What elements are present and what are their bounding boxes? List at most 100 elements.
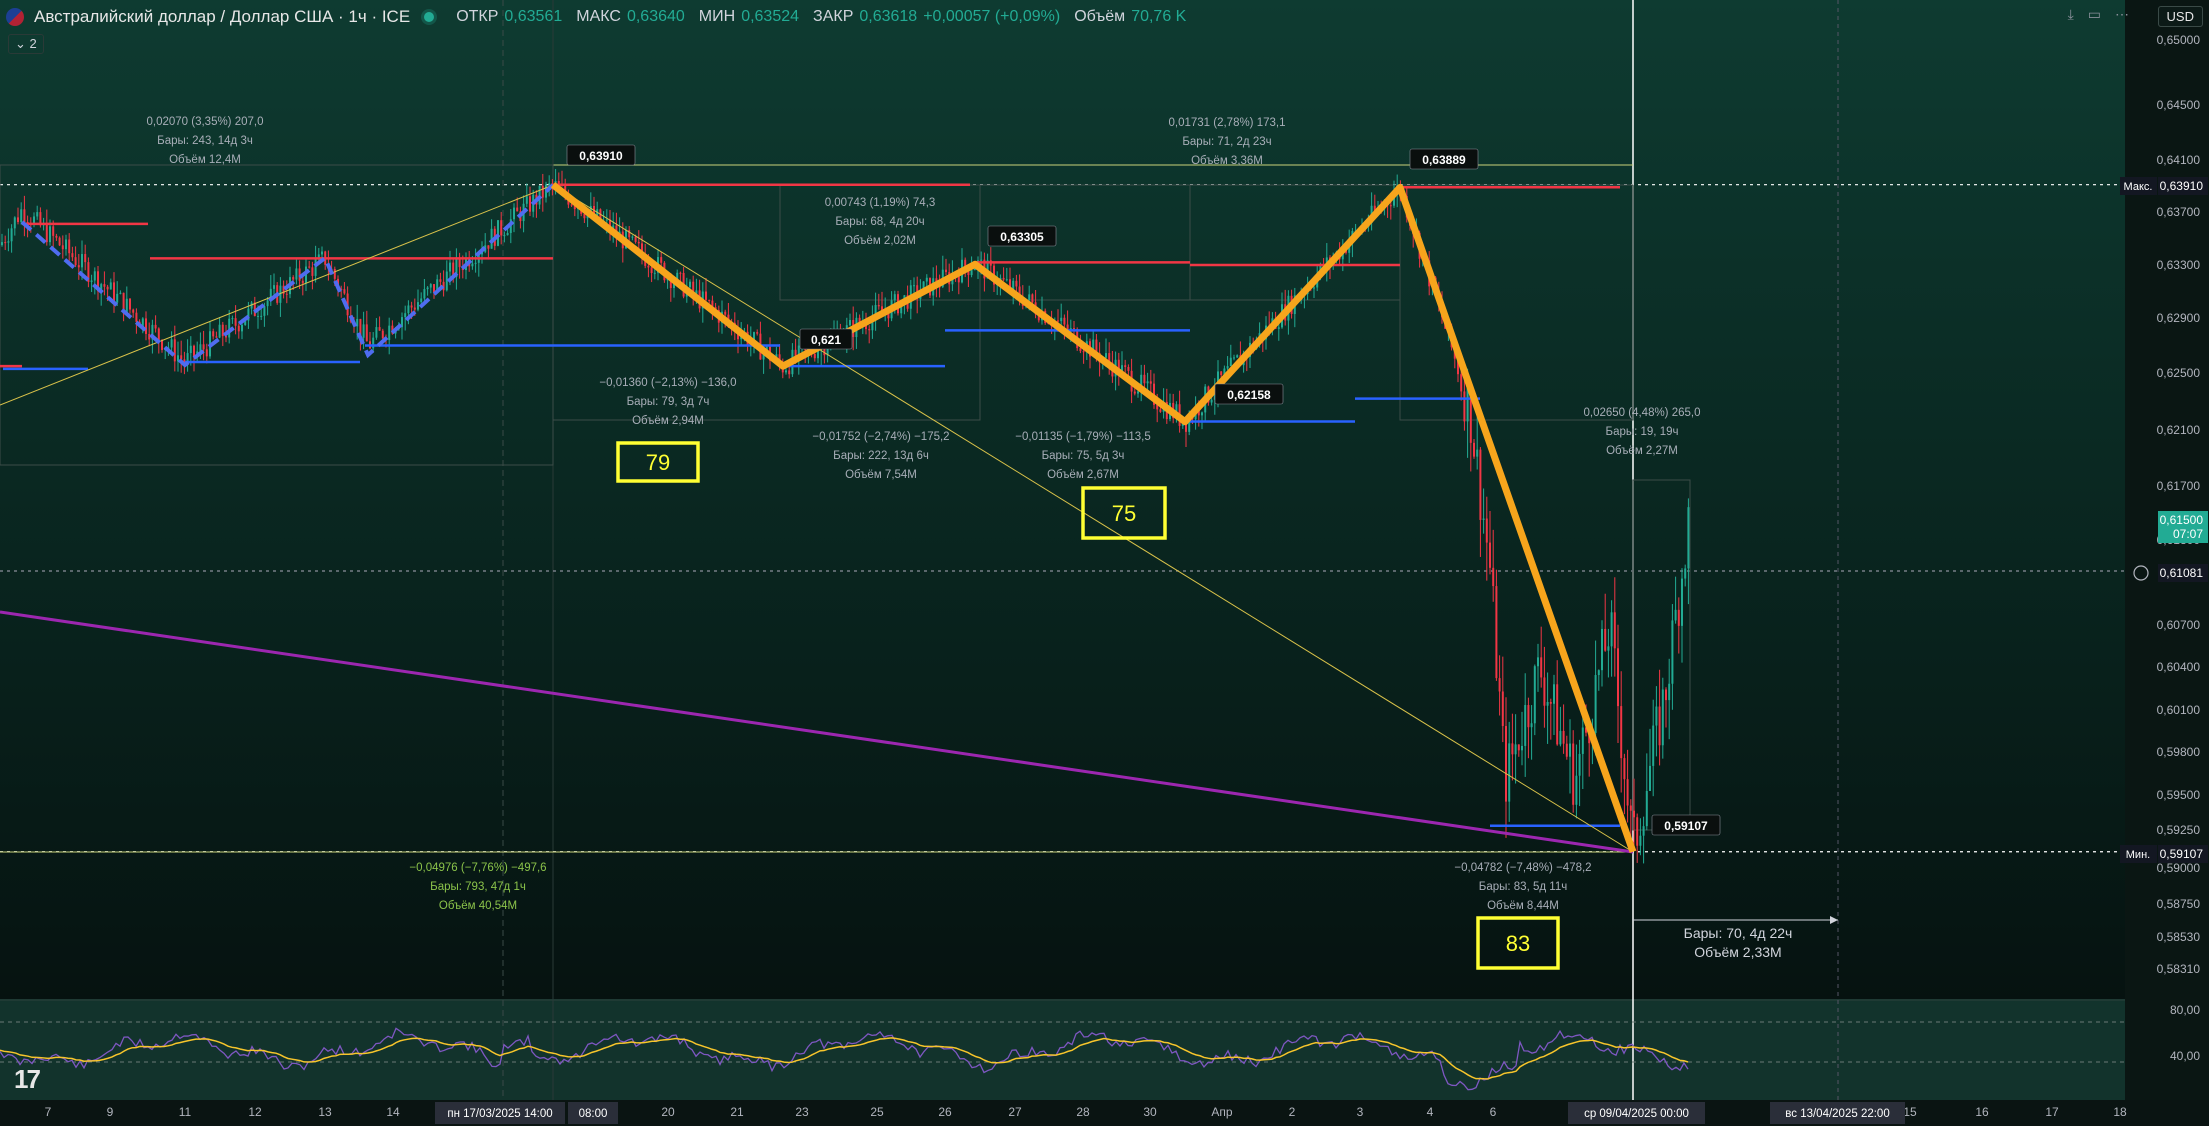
candle-body (1063, 317, 1066, 325)
candle-body (1028, 294, 1031, 301)
price-axis-label: 0,60700 (2157, 618, 2201, 632)
candle-body (234, 318, 237, 326)
candle-body (90, 280, 93, 282)
measurement-text: Объём 2,02M (844, 235, 916, 247)
candle-body (87, 262, 90, 282)
candle-body (1607, 646, 1610, 651)
candle-body (1485, 518, 1488, 543)
time-axis-label: 28 (1076, 1105, 1090, 1119)
time-highlight-label-2: ср 09/04/2025 00:00 (1584, 1108, 1689, 1120)
candle-body (257, 315, 259, 317)
candle-body (1575, 775, 1578, 805)
candle-body (13, 217, 16, 229)
candle-body (1508, 743, 1511, 802)
candle-body (65, 239, 67, 250)
candle-body (641, 243, 643, 255)
screen-icon[interactable]: ▭ (2087, 6, 2101, 22)
candle-body (1185, 422, 1187, 432)
candle-body (55, 235, 58, 238)
candle-body (1569, 743, 1571, 757)
candle-body (333, 268, 336, 279)
time-axis-label: 20 (661, 1105, 675, 1119)
candle-body (4, 242, 7, 244)
candle-body (1002, 277, 1005, 280)
candle-body (205, 349, 208, 357)
candle-body (1092, 339, 1095, 357)
candle-body (388, 325, 391, 341)
candle-body (637, 241, 640, 244)
candle-body (973, 267, 976, 271)
candle-body (1629, 805, 1632, 811)
price-axis-label: 0,61700 (2157, 479, 2201, 493)
open-value: 0,63561 (504, 8, 563, 25)
change-value: +0,00057 (+0,09%) (923, 8, 1061, 25)
download-icon[interactable]: ⤓ (2067, 6, 2074, 22)
candle-body (1588, 732, 1591, 744)
candle-body (1133, 391, 1136, 394)
candle-body (295, 268, 298, 280)
more-icon[interactable]: ⋯ (2115, 6, 2129, 22)
candle-body (177, 355, 179, 362)
time-axis-label: 4 (1427, 1105, 1434, 1119)
wave-label-text: 0,63305 (1000, 230, 1044, 244)
price-tag-label-bg (2120, 845, 2157, 863)
candle-body (429, 284, 432, 288)
close-label: ЗАКР (813, 8, 854, 25)
candle-body (173, 339, 176, 362)
candle-body (311, 267, 314, 276)
candle-body (199, 344, 202, 352)
candle-body (1201, 412, 1203, 416)
candle-body (970, 270, 973, 276)
candle-body (1137, 391, 1139, 394)
candle-body (849, 320, 851, 326)
candle-body (1159, 409, 1162, 412)
candle-body (241, 324, 243, 332)
time-axis-label: 23 (795, 1105, 809, 1119)
candle-body (1489, 542, 1491, 568)
candle-body (445, 271, 448, 291)
candle-body (109, 282, 112, 290)
candle-body (778, 354, 781, 363)
candle-body (7, 241, 10, 243)
indicators-toggle[interactable]: ⌄ 2 (8, 34, 44, 54)
price-tag-bg (2158, 845, 2208, 863)
candle-body (1473, 442, 1475, 457)
candle-body (1604, 628, 1607, 651)
candle-body (458, 258, 461, 268)
candle-body (1, 242, 3, 246)
candle-body (1665, 689, 1667, 701)
candle-body (436, 279, 439, 293)
candle-body (68, 239, 71, 254)
candle-body (529, 196, 531, 212)
candle-body (189, 345, 192, 354)
measurement-text: Объём 2,27M (1606, 445, 1678, 457)
candle-body (378, 327, 381, 331)
time-highlight-bg-1 (568, 1102, 618, 1124)
wave-label-text: 0,63889 (1422, 153, 1466, 167)
symbol-title[interactable]: Австралийский доллар / Доллар США · 1ч ·… (34, 7, 411, 26)
candle-body (375, 327, 378, 338)
candle-body (631, 236, 634, 238)
candle-body (1188, 416, 1191, 432)
candle-body (151, 324, 154, 340)
currency-selector[interactable]: USD (2157, 6, 2203, 27)
candle-body (471, 263, 474, 267)
candle-body (1495, 586, 1498, 679)
candle-body (1066, 324, 1069, 332)
candle-body (449, 262, 451, 272)
candle-body (1540, 657, 1543, 678)
candle-body (20, 209, 23, 223)
candle-body (1018, 286, 1021, 299)
candle-body (1578, 753, 1581, 776)
measurement-text: Объём 2,94M (632, 415, 704, 427)
candle-body (1012, 280, 1015, 291)
candle-body (298, 268, 301, 281)
measurement-text: Объём 8,44M (1487, 900, 1559, 912)
candle-body (292, 277, 295, 280)
candle-body (1559, 730, 1562, 745)
candle-body (1556, 684, 1559, 745)
price-axis-label: 0,59800 (2157, 745, 2201, 759)
candle-body (100, 284, 103, 292)
candle-body (1652, 725, 1655, 766)
